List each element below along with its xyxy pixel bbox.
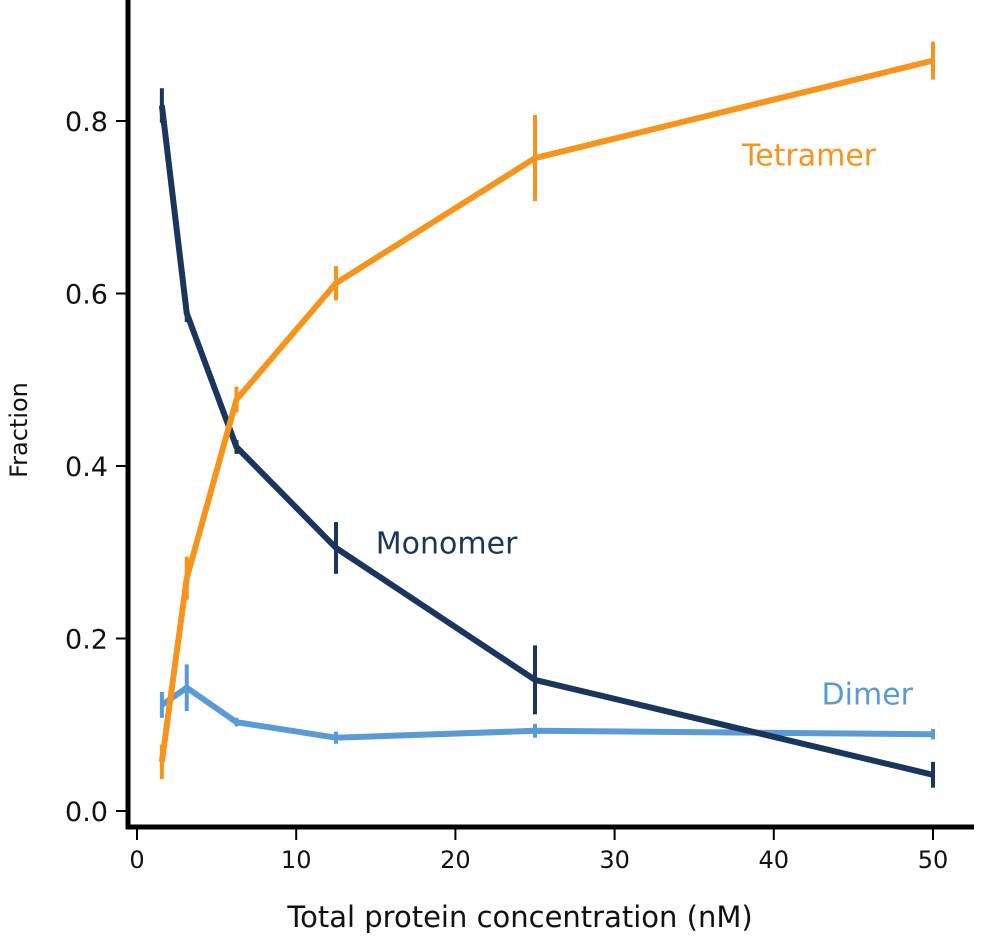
- x-tick-label: 30: [599, 846, 630, 874]
- data-point: [234, 445, 239, 450]
- data-point: [184, 576, 189, 581]
- series-line: [160, 684, 934, 741]
- data-point: [533, 728, 537, 733]
- data-point: [159, 103, 164, 108]
- data-point: [334, 281, 338, 286]
- data-point: [159, 759, 164, 764]
- data-point: [931, 58, 935, 63]
- data-point: [533, 677, 537, 682]
- data-point: [184, 685, 189, 690]
- series-label-tetramer: Tetramer: [741, 139, 877, 174]
- data-point: [334, 545, 338, 550]
- data-point: [533, 156, 537, 161]
- series-line: [158, 57, 934, 763]
- y-tick-label: 0.4: [65, 452, 108, 483]
- series-tetramer: [158, 41, 935, 780]
- data-point: [184, 311, 189, 316]
- y-tick-label: 0.8: [65, 107, 108, 138]
- y-axis-label: Fraction: [5, 382, 33, 478]
- data-point: [334, 735, 338, 740]
- data-point: [159, 702, 164, 707]
- series-line: [158, 105, 934, 778]
- x-tick-label: 0: [129, 846, 144, 874]
- x-tick-label: 40: [759, 846, 790, 874]
- y-tick-label: 0.0: [65, 797, 108, 828]
- y-tick-label: 0.6: [65, 280, 108, 311]
- x-tick-label: 20: [440, 846, 471, 874]
- data-point: [931, 772, 935, 777]
- series-label-dimer: Dimer: [822, 678, 914, 713]
- series-dimer: [159, 664, 935, 744]
- series-monomer: [158, 88, 935, 788]
- data-point: [234, 397, 239, 402]
- y-tick-label: 0.2: [65, 625, 108, 656]
- x-tick-label: 50: [918, 846, 949, 874]
- x-axis-label: Total protein concentration (nM): [286, 900, 752, 934]
- x-tick-label: 10: [281, 846, 312, 874]
- series-label-monomer: Monomer: [376, 527, 518, 562]
- data-point: [931, 732, 935, 737]
- data-point: [234, 720, 239, 725]
